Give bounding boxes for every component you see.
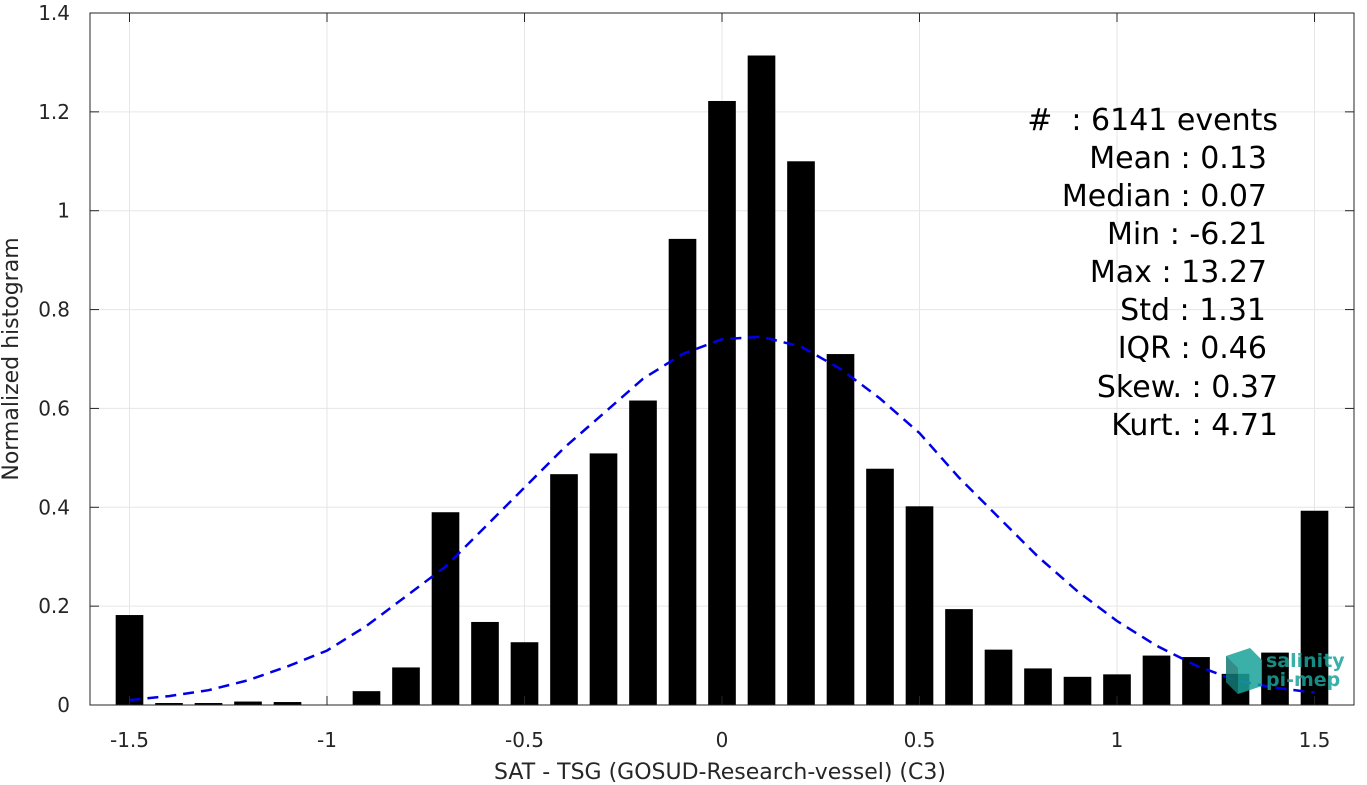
x-tick-label: 0.5 <box>904 728 936 752</box>
histogram-bar <box>115 615 144 705</box>
histogram-bar <box>747 55 776 706</box>
y-tick-label: 0.8 <box>38 298 70 322</box>
histogram-bar <box>431 512 460 705</box>
logo-cube-face <box>1226 656 1238 694</box>
stat-median: Median : 0.07 <box>1062 179 1267 214</box>
histogram-bar <box>155 703 183 705</box>
salinity-pi-mep-logo: salinity pi-mep <box>1226 648 1345 694</box>
histogram-bar <box>234 701 262 705</box>
histogram-bar <box>866 468 894 705</box>
histogram-bar <box>1024 668 1052 705</box>
x-tick-label: 1 <box>1111 728 1124 752</box>
histogram-bar <box>194 703 223 705</box>
y-tick-labels: 0 0.2 0.4 0.6 0.8 1 1.2 1.4 <box>38 1 70 717</box>
bars <box>115 55 1329 706</box>
stat-iqr: IQR : 0.46 <box>1118 331 1267 366</box>
axis-ticks <box>90 12 1354 706</box>
y-tick-label: 0 <box>57 693 70 717</box>
histogram-bar <box>510 642 539 705</box>
histogram-bar <box>787 161 815 706</box>
logo-line2: pi-mep <box>1266 669 1340 691</box>
x-tick-label: 0 <box>716 728 729 752</box>
histogram-bar <box>668 238 697 706</box>
x-tick-label: -0.5 <box>505 728 544 752</box>
histogram-bar <box>589 453 618 705</box>
histogram-bar <box>826 354 855 705</box>
stat-max: Max : 13.27 <box>1090 255 1267 290</box>
stat-events: # : 6141 events <box>1027 103 1278 138</box>
statistics-annotation: # : 6141 events Mean : 0.13 Median : 0.0… <box>1027 103 1278 443</box>
histogram-bar <box>945 609 973 705</box>
stat-kurt: Kurt. : 4.71 <box>1111 408 1278 443</box>
x-tick-label: -1.5 <box>110 728 149 752</box>
histogram-bar <box>471 621 499 705</box>
logo-line1: salinity <box>1266 650 1345 672</box>
y-tick-label: 1 <box>57 199 70 223</box>
x-tick-labels: -1.5 -1 -0.5 0 0.5 1 1.5 <box>110 728 1330 752</box>
histogram-bar <box>629 400 657 705</box>
stat-min: Min : -6.21 <box>1107 217 1267 252</box>
stat-std: Std : 1.31 <box>1120 293 1266 328</box>
y-tick-label: 1.4 <box>38 1 70 25</box>
histogram-bar <box>708 100 736 706</box>
histogram-bar <box>1261 652 1289 705</box>
y-axis-title: Normalized histogram <box>0 237 24 480</box>
x-axis-title: SAT - TSG (GOSUD-Research-vessel) (C3) <box>494 760 946 785</box>
histogram-bar <box>352 691 381 705</box>
histogram-bar <box>550 474 578 705</box>
histogram-bar <box>1063 676 1092 705</box>
histogram-bar <box>905 506 934 705</box>
x-tick-label: 1.5 <box>1299 728 1331 752</box>
normal-fit-curve <box>129 335 1315 702</box>
histogram-bar <box>273 702 302 705</box>
histogram-bar <box>392 667 420 705</box>
histogram-bar <box>1300 510 1329 705</box>
histogram-bar <box>984 649 1013 705</box>
stat-mean: Mean : 0.13 <box>1089 141 1267 176</box>
y-tick-label: 1.2 <box>38 100 70 124</box>
y-tick-label: 0.2 <box>38 594 70 618</box>
stat-skew: Skew. : 0.37 <box>1097 370 1278 405</box>
y-tick-label: 0.4 <box>38 495 70 519</box>
histogram-bar <box>1142 655 1171 705</box>
y-tick-label: 0.6 <box>38 396 70 420</box>
x-tick-label: -1 <box>317 728 337 752</box>
